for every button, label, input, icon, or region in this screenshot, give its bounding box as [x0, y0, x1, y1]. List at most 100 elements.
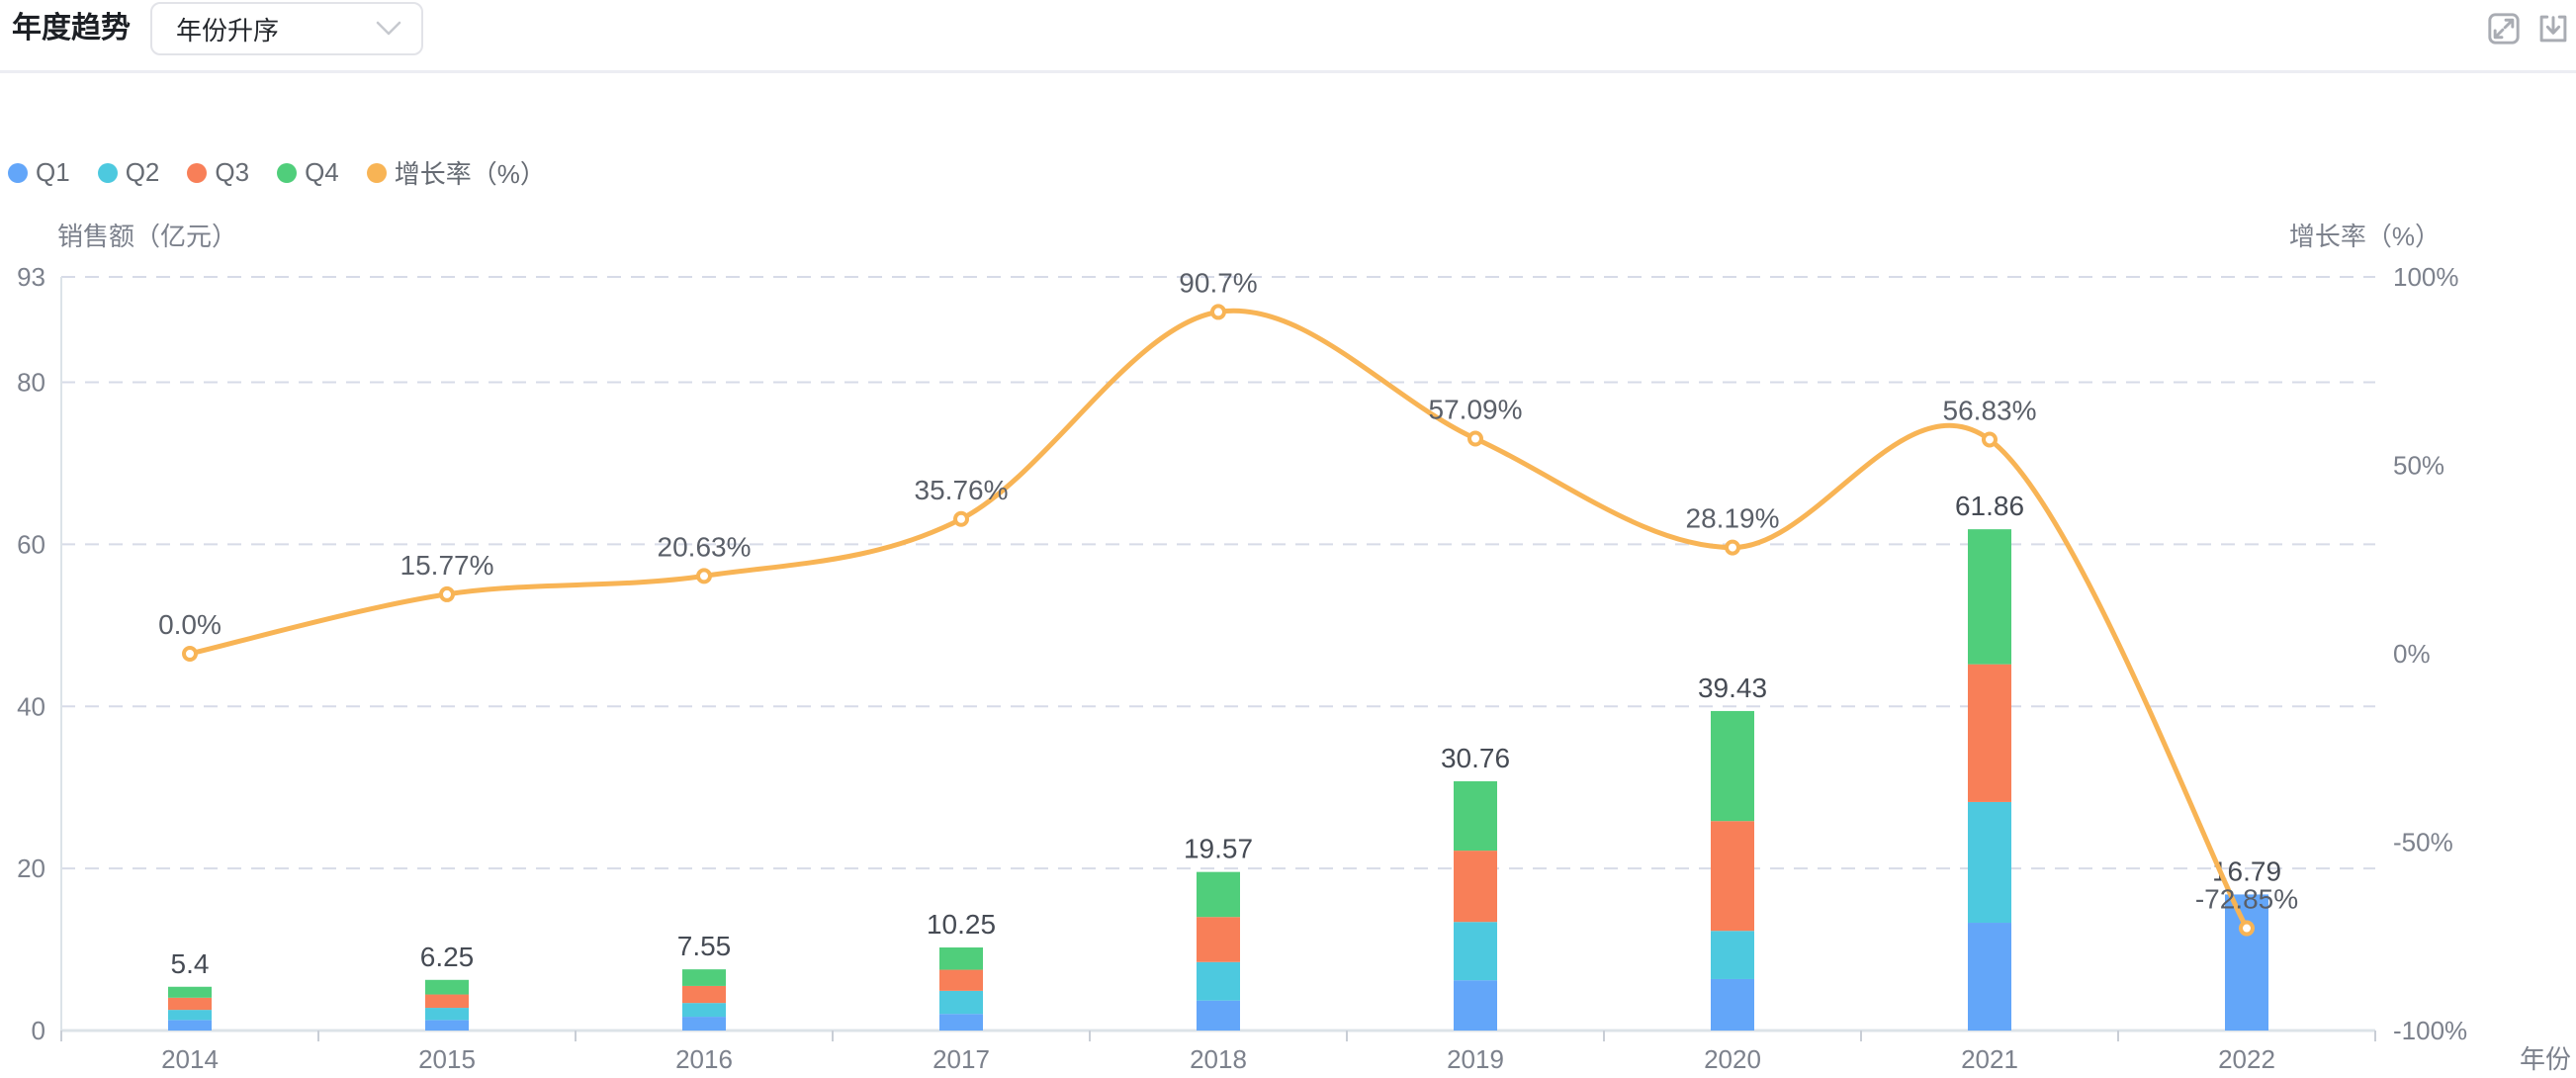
bar-segment-q2-2015[interactable]	[425, 1008, 469, 1021]
bar-segment-q1-2017[interactable]	[939, 1014, 983, 1031]
bar-segment-q1-2015[interactable]	[425, 1020, 469, 1031]
bar-segment-q2-2014[interactable]	[168, 1010, 212, 1021]
bar-total-label: 10.25	[927, 909, 996, 940]
growth-rate-label: 28.19%	[1686, 503, 1780, 534]
x-category-label: 2019	[1447, 1044, 1504, 1074]
bar-segment-q2-2021[interactable]	[1968, 801, 2011, 924]
expand-icon[interactable]	[2487, 12, 2521, 45]
bar-segment-q3-2017[interactable]	[939, 969, 983, 991]
x-category-label: 2018	[1190, 1044, 1247, 1074]
legend-dot	[8, 162, 28, 183]
y-right-tick-label: -50%	[2393, 828, 2453, 857]
y-left-tick-label: 0	[32, 1016, 45, 1045]
x-category-label: 2016	[675, 1044, 733, 1074]
bar-segment-q2-2016[interactable]	[682, 1003, 726, 1018]
legend-item-q3[interactable]: Q3	[187, 157, 249, 188]
bar-segment-q3-2014[interactable]	[168, 997, 212, 1011]
bar-segment-q1-2021[interactable]	[1968, 923, 2011, 1031]
bar-segment-q1-2018[interactable]	[1197, 1000, 1240, 1031]
bar-total-label: 61.86	[1955, 491, 2024, 521]
bar-segment-q3-2020[interactable]	[1711, 821, 1754, 932]
legend-label: Q3	[215, 157, 250, 187]
growth-point-2021[interactable]	[1982, 431, 1998, 448]
bar-total-label: 39.43	[1698, 673, 1767, 703]
growth-rate-label: 35.76%	[915, 475, 1009, 505]
bar-segment-q2-2020[interactable]	[1711, 931, 1754, 979]
x-category-label: 2022	[2218, 1044, 2275, 1074]
bar-segment-q3-2018[interactable]	[1197, 917, 1240, 962]
bar-total-label: 5.4	[171, 948, 210, 979]
growth-point-2019[interactable]	[1467, 430, 1483, 447]
bar-segment-q2-2017[interactable]	[939, 990, 983, 1015]
legend-item-[interactable]: 增长率（%）	[366, 154, 546, 191]
bar-segment-q2-2018[interactable]	[1197, 961, 1240, 1001]
growth-point-2020[interactable]	[1725, 539, 1740, 556]
header-divider	[0, 70, 2576, 73]
legend-item-q1[interactable]: Q1	[8, 157, 70, 188]
y-left-axis-title: 销售额（亿元）	[57, 222, 237, 251]
bar-segment-q1-2020[interactable]	[1711, 978, 1754, 1031]
bar-segment-q4-2017[interactable]	[939, 947, 983, 970]
page-title: 年度趋势	[12, 12, 131, 45]
y-left-tick-label: 60	[17, 529, 45, 559]
x-category-label: 2021	[1961, 1044, 2018, 1074]
growth-rate-label: 56.83%	[1943, 395, 2037, 425]
sort-select[interactable]: 年份升序	[150, 2, 423, 55]
bar-segment-q4-2016[interactable]	[682, 969, 726, 986]
bar-segment-q3-2019[interactable]	[1454, 851, 1497, 923]
growth-point-2016[interactable]	[696, 568, 712, 584]
y-right-tick-label: 50%	[2393, 451, 2444, 481]
legend-dot	[366, 162, 387, 183]
x-category-label: 2017	[933, 1044, 990, 1074]
growth-point-2017[interactable]	[953, 510, 969, 527]
bar-segment-q4-2020[interactable]	[1711, 710, 1754, 822]
bar-segment-q1-2014[interactable]	[168, 1020, 212, 1031]
bar-segment-q1-2019[interactable]	[1454, 980, 1497, 1031]
sort-select-value: 年份升序	[176, 15, 280, 45]
y-left-tick-label: 93	[17, 262, 45, 292]
bar-segment-q1-2022[interactable]	[2225, 894, 2268, 1031]
growth-point-2015[interactable]	[439, 585, 455, 602]
bar-segment-q4-2019[interactable]	[1454, 780, 1497, 852]
growth-rate-label: 0.0%	[158, 609, 222, 640]
download-icon[interactable]	[2536, 12, 2570, 45]
bar-segment-q3-2021[interactable]	[1968, 664, 2011, 802]
panel-header: 年度趋势 年份升序	[0, 0, 2576, 71]
header-toolbar	[2487, 12, 2570, 45]
bar-segment-q4-2014[interactable]	[168, 986, 212, 998]
bar-segment-q4-2021[interactable]	[1968, 529, 2011, 665]
growth-point-2014[interactable]	[182, 646, 198, 662]
bar-total-label: 6.25	[420, 942, 475, 972]
growth-point-2022[interactable]	[2239, 920, 2255, 937]
bar-segment-q2-2019[interactable]	[1454, 922, 1497, 981]
bar-total-label: 30.76	[1441, 743, 1510, 773]
bar-segment-q1-2016[interactable]	[682, 1017, 726, 1031]
legend-dot	[187, 162, 208, 183]
y-left-tick-label: 40	[17, 691, 45, 721]
bar-segment-q4-2015[interactable]	[425, 979, 469, 995]
growth-rate-label: 20.63%	[658, 531, 752, 562]
y-left-tick-label: 20	[17, 853, 45, 883]
bar-total-label: 19.57	[1184, 834, 1253, 864]
x-axis-title: 年份	[2520, 1044, 2571, 1074]
bar-segment-q3-2015[interactable]	[425, 994, 469, 1009]
legend-dot	[97, 162, 118, 183]
chevron-down-icon	[376, 21, 401, 36]
bar-segment-q3-2016[interactable]	[682, 985, 726, 1004]
growth-rate-label: -72.85%	[2195, 884, 2298, 915]
growth-rate-label: 15.77%	[400, 550, 494, 581]
growth-rate-label: 90.7%	[1179, 267, 1257, 298]
legend-label: 增长率（%）	[394, 159, 546, 189]
bar-total-label: 7.55	[677, 931, 732, 961]
bar-segment-q4-2018[interactable]	[1197, 871, 1240, 918]
legend-label: Q2	[125, 157, 160, 187]
legend-item-q2[interactable]: Q2	[97, 157, 160, 188]
y-right-axis-title: 增长率（%）	[2289, 222, 2441, 251]
growth-point-2018[interactable]	[1210, 304, 1226, 320]
y-right-tick-label: 0%	[2393, 639, 2431, 669]
legend-item-q4[interactable]: Q4	[277, 157, 339, 188]
growth-rate-label: 57.09%	[1429, 394, 1523, 424]
x-category-label: 2015	[418, 1044, 476, 1074]
